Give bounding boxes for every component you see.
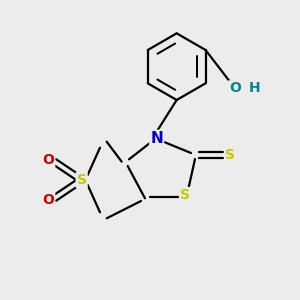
Text: H: H — [249, 81, 261, 95]
Text: N: N — [150, 131, 163, 146]
Text: S: S — [77, 173, 87, 187]
Text: O: O — [42, 153, 54, 167]
Text: S: S — [225, 148, 235, 162]
Text: S: S — [180, 188, 190, 202]
Text: O: O — [42, 193, 54, 207]
Text: O: O — [229, 81, 241, 95]
